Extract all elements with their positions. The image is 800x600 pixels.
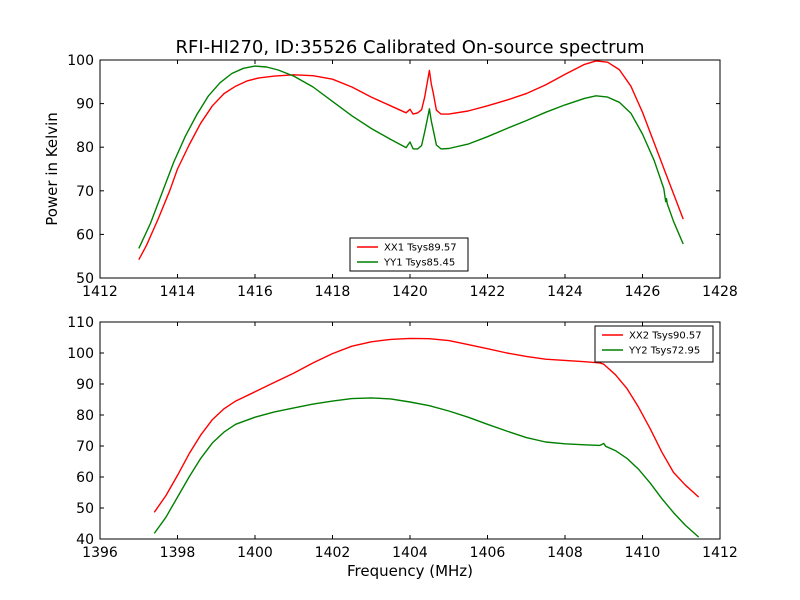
y-tick-label: 100: [67, 346, 94, 362]
x-tick-label: 1402: [315, 545, 351, 561]
legend-box: [594, 325, 714, 363]
x-tick-label: 1420: [392, 284, 428, 300]
y-tick-label: 60: [76, 227, 94, 243]
x-tick-label: 1408: [547, 545, 583, 561]
series-line-green: [153, 397, 700, 538]
y-tick-label: 100: [67, 53, 94, 69]
legend-box: [349, 237, 469, 272]
x-tick-label: 1412: [702, 545, 738, 561]
x-tick-label: 1424: [547, 284, 583, 300]
y-tick-label: 80: [76, 408, 94, 424]
y-tick-label: 110: [67, 315, 94, 331]
x-tick-label: 1404: [392, 545, 428, 561]
x-axis-label: Frequency (MHz): [347, 562, 473, 580]
x-tick-label: 1414: [160, 284, 196, 300]
x-tick-label: 1428: [702, 284, 738, 300]
x-tick-label: 1426: [625, 284, 661, 300]
legend-entry: YY1 Tsys85.45: [383, 258, 455, 269]
x-tick-label: 1418: [315, 284, 351, 300]
x-tick-label: 1410: [625, 545, 661, 561]
y-tick-label: 40: [76, 532, 94, 548]
y-tick-label: 80: [76, 140, 94, 156]
y-tick-label: 70: [76, 439, 94, 455]
x-tick-label: 1412: [82, 284, 118, 300]
y-axis-label: Power in Kelvin: [43, 112, 61, 226]
y-tick-label: 70: [76, 184, 94, 200]
y-tick-label: 50: [76, 501, 94, 517]
y-tick-label: 60: [76, 470, 94, 486]
legend-entry: XX1 Tsys89.57: [384, 243, 457, 254]
x-tick-label: 1422: [470, 284, 506, 300]
x-tick-label: 1398: [160, 545, 196, 561]
series-line-red: [138, 60, 684, 261]
y-tick-label: 90: [76, 377, 94, 393]
legend-entry: XX2 Tsys90.57: [629, 331, 702, 342]
chart-title: RFI-HI270, ID:35526 Calibrated On-source…: [175, 37, 644, 58]
legend-entry: YY2 Tsys72.95: [628, 346, 700, 357]
y-tick-label: 90: [76, 97, 94, 113]
series-line-green: [138, 65, 684, 249]
x-tick-label: 1400: [237, 545, 273, 561]
bottom-panel: 1396 1398 1400 1402 1404 1406 1408 1410 1412 40 50…: [67, 315, 738, 561]
x-tick-label: 1406: [470, 545, 506, 561]
x-tick-label: 1416: [237, 284, 273, 300]
y-tick-label: 50: [76, 271, 94, 287]
series-line-red: [153, 337, 700, 513]
top-panel: 1412 1414 1416 1418 1420 1422 1424 1426 1428 50 60…: [67, 53, 738, 300]
x-tick-label: 1396: [82, 545, 118, 561]
